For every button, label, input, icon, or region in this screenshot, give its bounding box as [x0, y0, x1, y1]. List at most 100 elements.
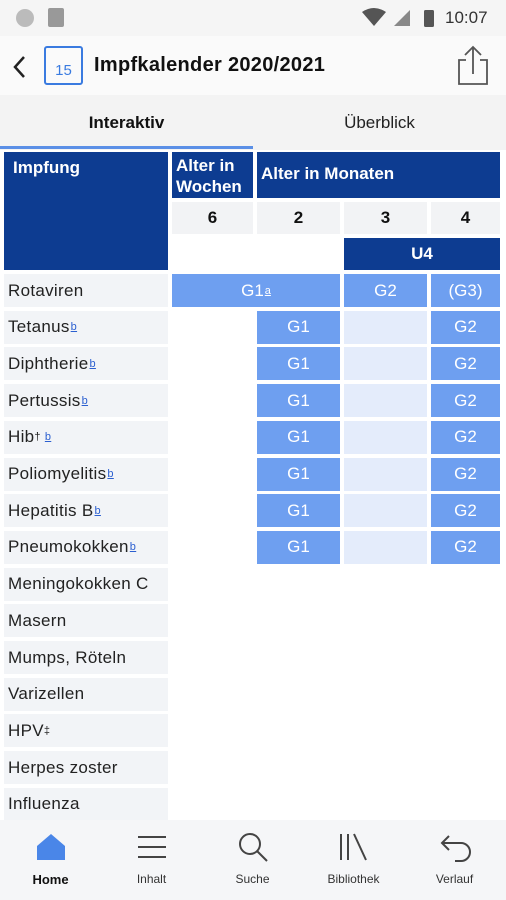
- footnote-link[interactable]: b: [89, 357, 96, 370]
- dose: G1: [287, 537, 310, 557]
- footnote-link[interactable]: b: [44, 431, 52, 444]
- dose-cell[interactable]: G2: [431, 347, 500, 381]
- vaccine-name: Meningokokken C: [8, 574, 149, 594]
- footnote-mark: †: [34, 431, 41, 444]
- title: Impfkalender 2020/2021: [94, 54, 326, 76]
- footnote-link[interactable]: b: [81, 394, 89, 407]
- row-name: Pneumokokken b: [4, 530, 168, 564]
- dose: G2: [454, 390, 477, 410]
- exam-cell: U4: [344, 238, 500, 270]
- dose-cell[interactable]: G2: [431, 420, 500, 454]
- row-name: Hib † b: [4, 420, 168, 454]
- table: Impfung Alter in Wochen Alter in Monaten…: [0, 150, 506, 821]
- vaccine-name: Rotaviren: [8, 280, 84, 300]
- nav-icon: [340, 833, 367, 861]
- dose-cell[interactable]: G1: [257, 494, 340, 528]
- footnote-link[interactable]: b: [94, 504, 101, 517]
- footnote-link[interactable]: b: [70, 321, 78, 334]
- dose: G1: [287, 317, 310, 337]
- calendar-icon: 15: [44, 46, 83, 85]
- nav-label[interactable]: Home: [32, 872, 69, 887]
- dose: G1: [287, 353, 310, 373]
- tab-indicator: [0, 146, 253, 149]
- row-name: Poliomyelitis b: [4, 457, 168, 491]
- dose-cell[interactable]: G1: [257, 347, 340, 381]
- bottom-nav: Home Inhalt Suche Bibliothek Verlauf: [0, 820, 506, 900]
- dose-cell[interactable]: G2: [344, 274, 427, 307]
- vaccine-name: Diphtherie: [8, 353, 89, 373]
- dose-cell[interactable]: G1: [257, 310, 340, 344]
- row-name: Varizellen: [4, 677, 168, 711]
- row-name: Mumps, Röteln: [4, 641, 168, 674]
- age-cell: 2: [257, 202, 340, 234]
- vaccine-name: Herpes zoster: [8, 757, 118, 777]
- dose-cell[interactable]: (G3): [431, 274, 500, 307]
- nav-label[interactable]: Suche: [235, 872, 270, 886]
- vaccine-name: Pertussis: [8, 390, 81, 410]
- header-cell: Alter in Wochen: [172, 152, 253, 198]
- tab[interactable]: Interaktiv: [88, 112, 165, 132]
- dose: G1: [241, 280, 264, 300]
- dose-cell[interactable]: G1: [257, 384, 340, 418]
- tab-bar: Interaktiv Überblick: [0, 95, 506, 150]
- nav-label[interactable]: Bibliothek: [327, 872, 380, 886]
- vaccine-name: Masern: [8, 610, 67, 630]
- status-icon: [48, 8, 64, 27]
- nav-label[interactable]: Inhalt: [136, 872, 167, 886]
- dose-cell[interactable]: G2: [431, 494, 500, 528]
- vaccine-name: Hib: [8, 427, 35, 447]
- back-button[interactable]: [10, 54, 30, 80]
- dose: G2: [454, 427, 477, 447]
- vaccine-name: Mumps, Röteln: [8, 647, 127, 667]
- nav-label[interactable]: Verlauf: [435, 872, 474, 886]
- vaccine-name: HPV: [8, 720, 44, 740]
- dose-cell[interactable]: G1: [257, 420, 340, 454]
- icon-day: 15: [55, 62, 72, 79]
- vaccine-name: Poliomyelitis: [8, 464, 107, 483]
- footnote-link[interactable]: b: [129, 541, 137, 554]
- status-bar: 10:07: [0, 0, 506, 36]
- dose: G2: [454, 353, 477, 373]
- footnote-link[interactable]: a: [264, 284, 271, 297]
- empty-cell: [344, 384, 427, 418]
- dose-cell[interactable]: G2: [431, 310, 500, 344]
- header-cell: Impfung: [4, 152, 168, 270]
- dose: G2: [454, 317, 477, 337]
- vaccine-name: Influenza: [8, 794, 80, 814]
- row-name: Influenza: [4, 787, 168, 821]
- dose-cell[interactable]: G1: [257, 530, 340, 564]
- row-name: Rotaviren: [4, 274, 168, 307]
- dose: G2: [454, 464, 477, 483]
- row-name: Diphtherie b: [4, 347, 168, 381]
- footnote-mark: ‡: [43, 724, 51, 737]
- dose: G2: [454, 537, 477, 557]
- nav-icon: [440, 835, 471, 862]
- dose: G1: [287, 390, 310, 410]
- row-name: HPV ‡: [4, 714, 168, 748]
- row-name: Pertussis b: [4, 384, 168, 418]
- empty-cell: [344, 347, 427, 381]
- header: 15 Impfkalender 2020/2021: [0, 36, 506, 95]
- share-button[interactable]: [456, 44, 490, 86]
- vaccine-name: Pneumokokken: [8, 537, 129, 557]
- dose-cell[interactable]: G1 a: [172, 274, 340, 307]
- dose-cell[interactable]: G2: [431, 384, 500, 418]
- empty-cell: [344, 310, 427, 344]
- tab[interactable]: Überblick: [344, 112, 415, 132]
- row-name: Herpes zoster: [4, 751, 168, 785]
- dose-cell[interactable]: G2: [431, 530, 500, 564]
- empty-cell: [344, 420, 427, 454]
- vaccine-name: Varizellen: [8, 684, 85, 704]
- dose: (G3): [448, 280, 483, 300]
- age-cell: 6: [172, 202, 253, 234]
- nav-icon: [138, 836, 166, 858]
- vaccine-name: Tetanus: [8, 317, 70, 337]
- dose-cell[interactable]: G2: [431, 457, 500, 491]
- dose-cell[interactable]: G1: [257, 457, 340, 491]
- dose: G2: [374, 280, 397, 300]
- dose: G1: [287, 427, 310, 447]
- nav-icon: [37, 834, 65, 860]
- footnote-link[interactable]: b: [107, 468, 114, 480]
